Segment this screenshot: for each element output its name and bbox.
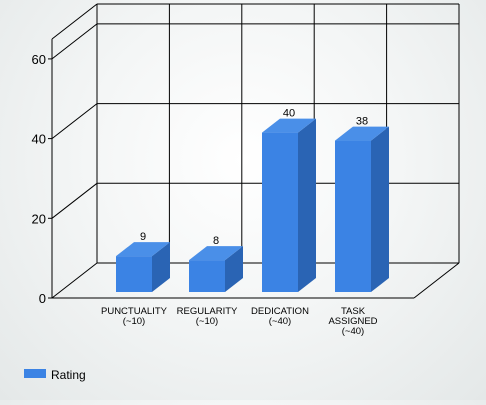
bar [116, 242, 170, 292]
category-label: REGULARITY (~10) [177, 306, 238, 327]
floor-right-edge [413, 262, 460, 299]
data-label: 8 [213, 235, 219, 247]
y-axis: 0 20 40 60 [32, 38, 53, 306]
bar-front-face [262, 132, 298, 292]
category-label-line: TASK [341, 306, 366, 317]
bar-side-face [152, 242, 170, 292]
y-tick-label: 40 [32, 132, 46, 147]
bar-front-face [335, 140, 371, 292]
bar-top-face [335, 126, 389, 141]
y-tick-label: 60 [32, 52, 46, 67]
category-label: DEDICATION (~40) [251, 306, 309, 327]
legend: Rating [24, 368, 86, 382]
legend-label: Rating [51, 368, 86, 382]
category-label-line: REGULARITY [177, 306, 238, 317]
grid-line-depth [51, 262, 98, 299]
bar-top-face [262, 118, 316, 133]
y-tick-label: 0 [39, 291, 46, 306]
bar [262, 118, 316, 292]
data-label: 40 [283, 108, 295, 120]
grid-line-depth [51, 103, 98, 139]
grid-line-depth [51, 23, 98, 60]
bar-side-face [225, 246, 243, 292]
category-label-line: ASSIGNED [328, 316, 377, 327]
grid-line-depth [51, 3, 98, 40]
category-label-line: (~10) [123, 316, 145, 327]
bar-side-face [371, 126, 389, 292]
grid [51, 3, 460, 299]
y-tick-label: 20 [32, 211, 46, 226]
bar-top-face [116, 242, 170, 257]
category-label-line: (~10) [196, 316, 218, 327]
legend-swatch [24, 369, 46, 378]
bar-side-face [298, 118, 316, 292]
bar [189, 246, 243, 292]
bar-front-face [189, 260, 225, 292]
category-label-line: PUNCTUALITY [101, 306, 168, 317]
bar-front-face [116, 256, 152, 292]
bar-top-face [189, 246, 243, 261]
category-label-line: (~40) [269, 316, 291, 327]
bar [335, 126, 389, 292]
category-label: PUNCTUALITY (~10) [101, 306, 168, 327]
category-label: TASK ASSIGNED (~40) [328, 306, 377, 337]
bars [116, 118, 389, 292]
category-label-line: DEDICATION [251, 306, 309, 317]
data-label: 38 [356, 116, 368, 128]
data-label: 9 [140, 231, 146, 243]
category-label-line: (~40) [342, 326, 364, 337]
grid-line-depth [51, 182, 98, 219]
